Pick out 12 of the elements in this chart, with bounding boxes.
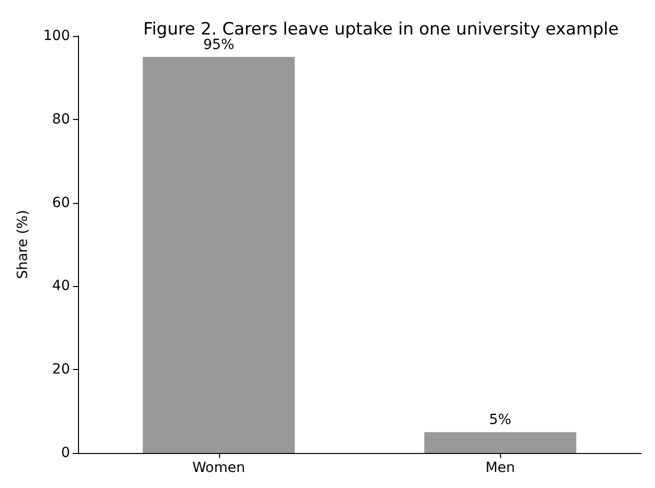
data-label: 95%: [203, 36, 234, 53]
y-tick-label: 20: [52, 362, 70, 378]
y-tick-label: 40: [52, 278, 70, 294]
y-tick-label: 80: [52, 111, 70, 128]
chart-title: Figure 2. Carers leave uptake in one university example: [143, 20, 619, 40]
y-tick-label: 100: [43, 28, 70, 44]
x-tick-label: Women: [192, 460, 246, 476]
data-label: 5%: [489, 412, 512, 428]
y-tick-label: 60: [52, 194, 70, 211]
y-tick-label: 0: [61, 445, 70, 461]
x-tick-label: Men: [485, 460, 516, 476]
y-axis-title: Share (%): [15, 210, 31, 280]
